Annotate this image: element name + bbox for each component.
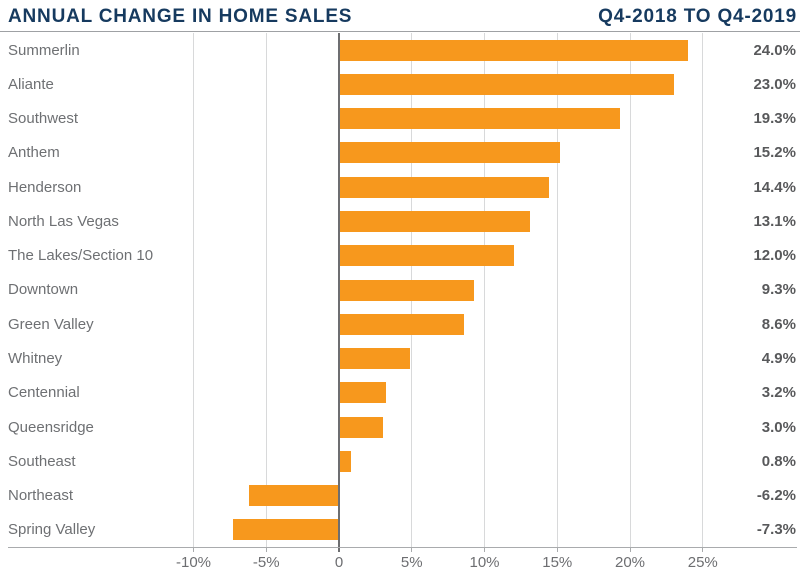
gridline--5 [265,33,267,547]
bar-centennial [339,382,386,404]
x-axis-tick-label: -5% [252,554,280,571]
value-label: 24.0% [753,41,796,59]
value-label: -7.3% [756,521,796,539]
value-label: 14.4% [753,178,796,196]
category-label: Southwest [8,110,79,128]
chart-period: Q4-2018 TO Q4-2019 [598,6,797,27]
x-axis-tick-15 [556,547,558,552]
bar-the-lakes-section-10 [339,245,514,267]
value-label: 19.3% [753,110,796,128]
category-label: Summerlin [8,41,80,59]
gridline-10 [484,33,485,547]
bar-henderson [339,176,549,198]
x-axis-tick-5 [411,547,413,552]
gridline-15 [556,33,558,547]
x-axis-tick-20 [629,547,631,552]
category-label: Queensridge [8,418,94,436]
category-label: Downtown [8,281,79,299]
bar-whitney [339,348,411,370]
category-label: Centennial [8,384,80,402]
bar-anthem [339,142,561,164]
value-label: 4.9% [761,350,796,368]
x-axis-tick-label: 5% [400,554,423,571]
category-label: Anthem [8,144,60,162]
x-axis-tick-label: 15% [542,554,573,571]
value-label: 0.8% [761,452,796,470]
bar-southeast [339,450,351,472]
category-label: Southeast [8,452,76,470]
x-axis-tick--10 [193,547,194,552]
category-label: Aliante [8,75,54,93]
bar-aliante [339,73,674,95]
x-axis-tick-25 [702,547,704,552]
bar-north-las-vegas [339,210,530,232]
x-axis-tick-label: 0 [334,554,344,571]
bar-queensridge [339,416,383,438]
x-axis-line [8,547,797,548]
value-label: 12.0% [753,247,796,265]
x-axis-tick-10 [484,547,485,552]
value-label: -6.2% [756,487,796,505]
bar-southwest [339,108,620,130]
bar-downtown [339,279,475,301]
value-label: 3.2% [761,384,796,402]
gridline-25 [702,33,704,547]
value-label: 8.6% [761,315,796,333]
bar-spring-valley [232,519,339,541]
gridline--10 [193,33,194,547]
category-label: North Las Vegas [8,212,119,230]
value-label: 23.0% [753,75,796,93]
chart-title: ANNUAL CHANGE IN HOME SALES [8,6,353,27]
value-label: 3.0% [761,418,796,436]
bar-green-valley [339,313,465,335]
x-axis-tick-label: 25% [687,554,718,571]
value-label: 9.3% [761,281,796,299]
header-rule [0,31,800,32]
value-label: 15.2% [753,144,796,162]
value-label: 13.1% [753,212,796,230]
gridline-20 [629,33,631,547]
x-axis-tick-label: 10% [469,554,500,571]
x-axis-tick--5 [265,547,267,552]
x-axis-tick-label: 20% [614,554,646,571]
zero-axis-line [338,33,340,552]
category-label: Northeast [8,487,74,505]
category-label: Spring Valley [8,521,96,539]
category-label: The Lakes/Section 10 [8,247,154,265]
bar-summerlin [339,39,689,61]
bar-northeast [248,485,339,507]
x-axis-tick-label: -10% [175,554,212,571]
category-label: Green Valley [8,315,94,333]
category-label: Whitney [8,350,63,368]
category-label: Henderson [8,178,82,196]
